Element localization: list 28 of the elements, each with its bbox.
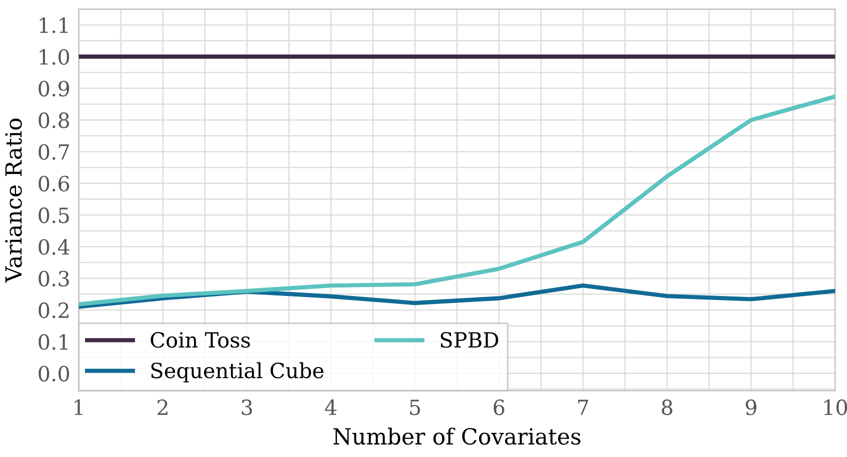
x-tick-label: 10 bbox=[824, 399, 847, 416]
x-tick-label: 5 bbox=[410, 400, 420, 416]
y-tick-label: 0.6 bbox=[38, 176, 70, 192]
y-tick-label: 0.9 bbox=[38, 80, 70, 97]
y-tick-label: 0.2 bbox=[38, 302, 68, 318]
x-tick-label: 3 bbox=[242, 399, 252, 416]
x-tick-label: 9 bbox=[746, 399, 756, 416]
y-tick-label: 0.7 bbox=[38, 144, 69, 160]
legend-label: SPBD bbox=[440, 332, 498, 348]
y-axis-title: Variance Ratio bbox=[5, 118, 22, 283]
y-tick-label: 0.8 bbox=[38, 112, 70, 128]
x-tick-label: 4 bbox=[324, 399, 336, 415]
legend-label: Sequential Cube bbox=[151, 362, 324, 382]
x-tick-label: 1 bbox=[74, 399, 82, 415]
x-tick-label: 6 bbox=[494, 399, 504, 416]
line-series bbox=[78, 94, 836, 306]
y-tick-label: 0.5 bbox=[38, 207, 69, 224]
y-tick-label: 0.0 bbox=[38, 366, 70, 382]
x-axis-title: Number of Covariates bbox=[333, 428, 580, 445]
y-tick-label: 0.3 bbox=[38, 270, 69, 287]
y-tick-label: 1.1 bbox=[40, 17, 68, 34]
x-tick-label: 8 bbox=[662, 399, 672, 416]
y-tick-label: 0.1 bbox=[38, 334, 68, 350]
y-tick-label: 0.4 bbox=[38, 239, 70, 255]
x-tick-label: 7 bbox=[578, 400, 588, 415]
legend-label: Coin Toss bbox=[150, 332, 250, 348]
y-tick-label: 1.0 bbox=[40, 49, 70, 65]
x-tick-label: 2 bbox=[158, 399, 168, 415]
